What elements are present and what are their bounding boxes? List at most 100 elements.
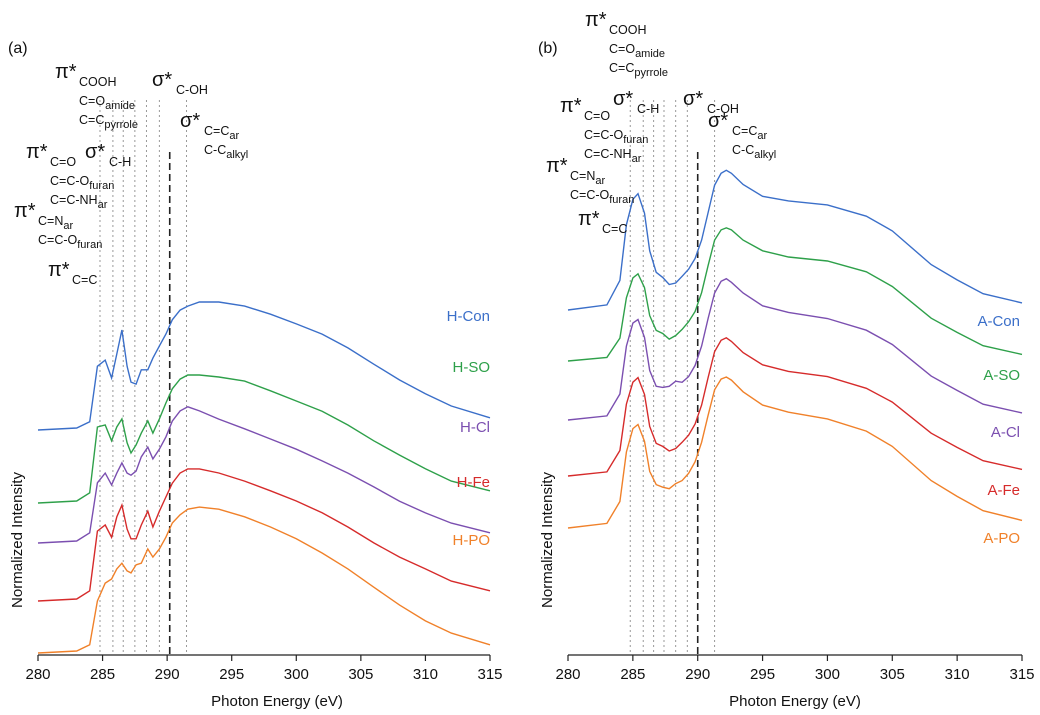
series-labels: A-Con A-SO A-Cl A-Fe A-PO <box>977 313 1020 547</box>
annotation-line: C-H <box>637 102 659 116</box>
annotation-line: C=Nar <box>570 169 605 187</box>
x-tick-label: 290 <box>685 666 710 683</box>
x-tick-label: 285 <box>90 666 115 683</box>
annotation-line: COOH <box>609 23 647 37</box>
annotation-line: C=C-NHar <box>584 147 642 165</box>
reference-lines <box>99 100 188 654</box>
x-tick-label: 280 <box>25 666 50 683</box>
series-label: A-Con <box>977 313 1020 330</box>
x-tick-label: 300 <box>815 666 840 683</box>
series-line-h-so <box>37 374 491 504</box>
series-labels: H-Con H-SO H-Cl H-Fe H-PO <box>447 308 490 549</box>
panel-a: (a) Normalized Intensity 280 285 290 295 300… <box>8 40 503 710</box>
x-axis-label: Photon Energy (eV) <box>729 693 861 710</box>
annotation-line: C=C-Ofuran <box>38 233 102 251</box>
x-tick-label: 290 <box>155 666 180 683</box>
annotation-line: C=Cpyrrole <box>79 113 138 131</box>
series-label: A-SO <box>983 367 1020 384</box>
series-line-h-con <box>37 301 491 431</box>
annotation-symbol: π* <box>546 155 568 177</box>
annotation-line: C=C <box>72 273 97 287</box>
series-label: H-Con <box>447 308 490 325</box>
series-line-h-fe <box>37 468 491 602</box>
y-axis-label: Normalized Intensity <box>9 472 26 608</box>
annotation-line: C=O <box>50 155 76 169</box>
annotation: π* C=C <box>48 259 97 287</box>
x-tick-label: 310 <box>945 666 970 683</box>
series-line-a-con <box>567 169 1023 311</box>
series-line-a-po <box>567 376 1023 529</box>
annotation: σ* C-H <box>613 88 659 116</box>
x-axis: 280 285 290 295 300 305 310 315 <box>555 654 1035 683</box>
spectra <box>567 169 1023 529</box>
series-line-a-so <box>567 227 1023 362</box>
series-line-h-cl <box>37 406 491 544</box>
annotation-line: C=C-Ofuran <box>50 174 114 192</box>
annotation-line: C=Oamide <box>609 42 665 60</box>
series-line-h-po <box>37 506 491 654</box>
annotation: π* C=C <box>578 208 627 236</box>
annotation-symbol: σ* <box>180 110 200 132</box>
annotation-symbol: σ* <box>613 88 633 110</box>
panel-a-label: (a) <box>8 40 28 57</box>
annotation-line: COOH <box>79 75 117 89</box>
series-line-a-cl <box>567 277 1023 421</box>
annotation-line: C=Car <box>204 124 239 142</box>
annotation-line: C=Cpyrrole <box>609 61 668 79</box>
annotation-line: C-Calkyl <box>732 143 776 161</box>
x-tick-label: 295 <box>219 666 244 683</box>
annotation-line: C=C-NHar <box>50 193 108 211</box>
x-tick-label: 315 <box>1009 666 1034 683</box>
annotation-line: C=Oamide <box>79 94 135 112</box>
annotation: σ* C-OH <box>683 88 739 116</box>
annotation-line: C-H <box>109 155 131 169</box>
spectra <box>37 301 491 654</box>
annotation-symbol: σ* <box>85 141 105 163</box>
svg-text:Normalized Intensity: Normalized Intensity <box>9 472 26 608</box>
series-label: A-PO <box>983 530 1020 547</box>
x-tick-label: 310 <box>413 666 438 683</box>
series-label: H-PO <box>453 532 491 549</box>
x-tick-label: 300 <box>284 666 309 683</box>
x-tick-label: 305 <box>348 666 373 683</box>
annotation-line: C=C <box>602 222 627 236</box>
annotation-line: C=C-Ofuran <box>584 128 648 146</box>
annotation-line: C-OH <box>176 83 208 97</box>
series-label: A-Fe <box>987 482 1020 499</box>
annotation: σ* C-H <box>85 141 131 169</box>
annotation-line: C-OH <box>707 102 739 116</box>
annotation-symbol: π* <box>55 61 77 83</box>
annotation-line: C=Car <box>732 124 767 142</box>
annotation-line: C=C-Ofuran <box>570 188 634 206</box>
panel-b-label: (b) <box>538 40 558 57</box>
svg-text:Normalized Intensity: Normalized Intensity <box>539 472 556 608</box>
series-label: A-Cl <box>991 424 1020 441</box>
x-tick-label: 315 <box>477 666 502 683</box>
x-tick-label: 305 <box>880 666 905 683</box>
annotation-symbol: π* <box>14 200 36 222</box>
x-tick-label: 295 <box>750 666 775 683</box>
annotation: σ* C-OH <box>152 69 208 97</box>
x-tick-label: 280 <box>555 666 580 683</box>
annotation-symbol: σ* <box>683 88 703 110</box>
panel-b: (b) Normalized Intensity 280 285 290 295 300… <box>538 9 1035 710</box>
y-axis-label: Normalized Intensity <box>539 472 556 608</box>
series-line-a-fe <box>567 336 1023 477</box>
series-label: H-SO <box>453 359 491 376</box>
annotation-line: C-Calkyl <box>204 143 248 161</box>
series-label: H-Fe <box>457 474 490 491</box>
annotation-line: C=O <box>584 109 610 123</box>
annotation-symbol: π* <box>560 95 582 117</box>
reference-lines <box>629 100 716 654</box>
